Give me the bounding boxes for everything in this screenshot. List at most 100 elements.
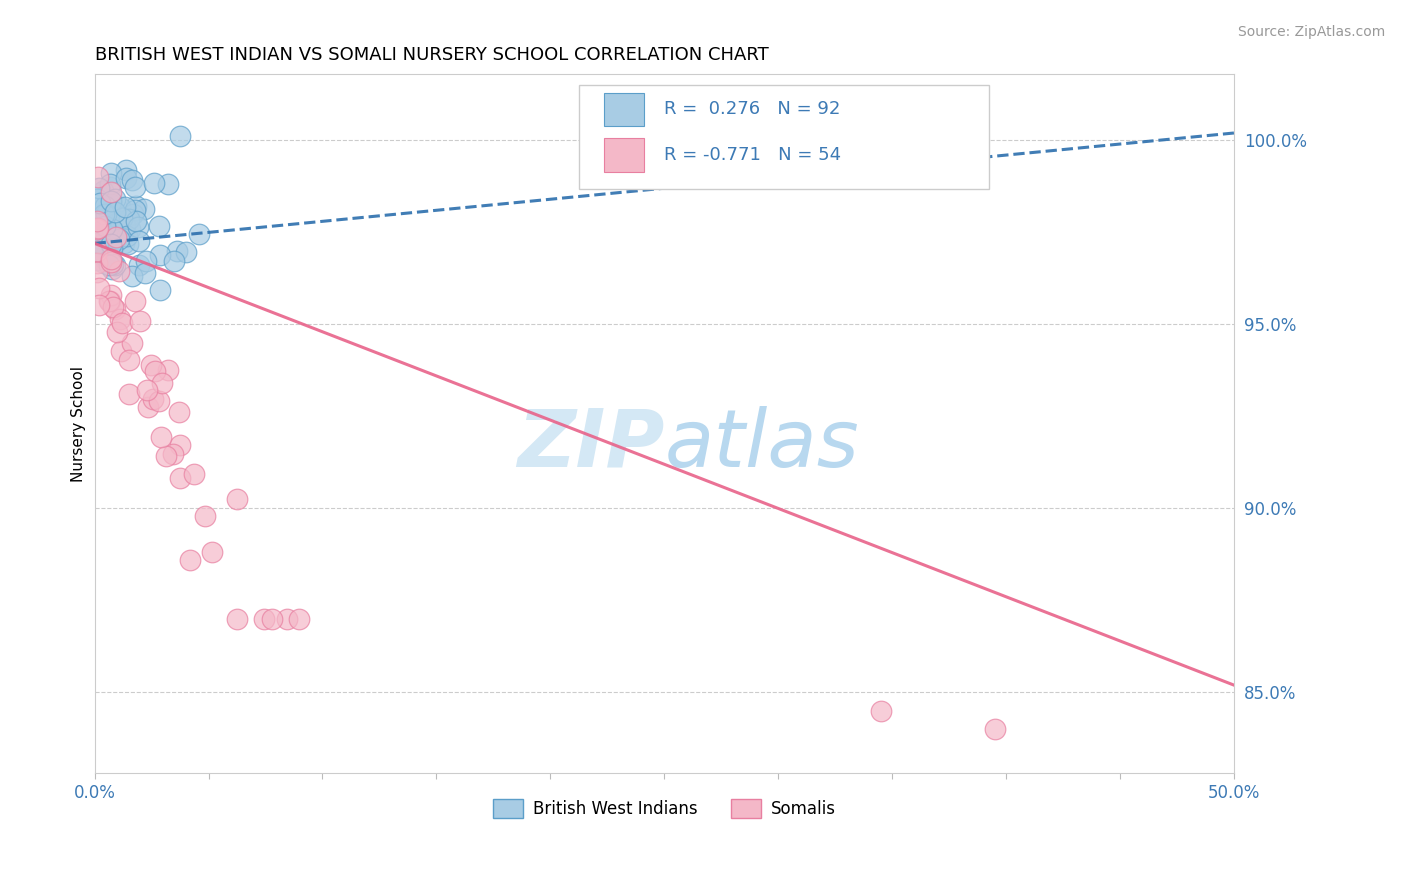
Point: [96, 230, 118, 244]
Point: [105, 235, 128, 249]
Point: [94, 219, 117, 234]
Point: [86, 208, 108, 222]
Point: [100, 222, 122, 236]
Point: [87, 170, 110, 185]
Point: [100, 166, 122, 180]
Point: [86, 222, 108, 236]
Point: [104, 208, 127, 222]
Point: [87, 235, 110, 250]
Point: [112, 236, 135, 251]
Point: [91, 191, 114, 205]
Point: [98, 250, 121, 264]
Point: [124, 293, 146, 308]
Point: [121, 269, 143, 284]
Point: [136, 400, 159, 414]
Point: [98, 180, 121, 194]
Point: [194, 508, 217, 523]
Point: [169, 128, 191, 143]
Point: [125, 199, 148, 213]
Point: [93, 184, 115, 198]
Point: [104, 192, 127, 206]
Point: [100, 254, 122, 268]
Point: [121, 172, 143, 186]
Point: [260, 612, 283, 626]
Point: [98, 253, 121, 268]
Point: [187, 227, 209, 241]
Point: [101, 301, 124, 315]
Point: [253, 612, 276, 626]
Text: ZIP: ZIP: [517, 406, 664, 483]
FancyBboxPatch shape: [603, 138, 644, 171]
Point: [90, 222, 112, 236]
Point: [134, 202, 156, 216]
Point: [93, 199, 115, 213]
Point: [149, 283, 172, 297]
Point: [86, 192, 108, 206]
Point: [94, 207, 117, 221]
Point: [869, 704, 891, 718]
Point: [118, 386, 141, 401]
Point: [167, 405, 190, 419]
Point: [89, 195, 111, 210]
Point: [201, 545, 224, 559]
FancyBboxPatch shape: [579, 85, 988, 189]
Point: [156, 363, 179, 377]
Point: [101, 237, 124, 252]
Point: [89, 197, 111, 211]
Point: [100, 194, 122, 209]
Point: [121, 335, 143, 350]
Text: atlas: atlas: [664, 406, 859, 483]
Point: [96, 241, 118, 255]
Point: [108, 200, 131, 214]
Point: [117, 236, 139, 251]
Point: [101, 241, 124, 255]
Point: [110, 344, 132, 359]
Point: [226, 612, 249, 626]
Point: [648, 136, 671, 151]
Point: [127, 219, 149, 234]
Point: [145, 364, 167, 378]
Point: [104, 258, 127, 272]
Point: [162, 447, 184, 461]
Point: [100, 236, 122, 251]
Point: [103, 236, 125, 251]
Point: [101, 262, 124, 277]
Point: [97, 199, 120, 213]
Point: [114, 200, 136, 214]
Point: [86, 253, 108, 268]
Point: [288, 612, 311, 626]
Point: [155, 450, 177, 464]
Point: [86, 235, 108, 250]
FancyBboxPatch shape: [603, 93, 644, 126]
Legend: British West Indians, Somalis: British West Indians, Somalis: [486, 792, 842, 824]
Y-axis label: Nursery School: Nursery School: [72, 366, 86, 482]
Point: [150, 376, 173, 391]
Point: [101, 258, 124, 272]
Point: [86, 231, 108, 245]
Point: [128, 314, 150, 328]
Point: [136, 384, 159, 398]
Point: [100, 196, 122, 211]
Point: [114, 162, 136, 177]
Point: [96, 201, 118, 215]
Point: [87, 217, 110, 231]
Point: [125, 214, 148, 228]
Point: [183, 467, 205, 481]
Point: [115, 228, 138, 243]
Text: BRITISH WEST INDIAN VS SOMALI NURSERY SCHOOL CORRELATION CHART: BRITISH WEST INDIAN VS SOMALI NURSERY SC…: [94, 46, 768, 64]
Point: [86, 256, 108, 270]
Point: [98, 258, 121, 272]
Point: [87, 181, 110, 195]
Point: [97, 293, 120, 308]
Point: [169, 438, 191, 452]
Text: Source: ZipAtlas.com: Source: ZipAtlas.com: [1237, 25, 1385, 39]
Point: [225, 492, 247, 507]
Point: [142, 392, 165, 406]
Point: [86, 219, 108, 233]
Point: [100, 252, 122, 266]
Point: [128, 234, 150, 248]
Point: [163, 254, 186, 268]
Point: [118, 222, 141, 236]
Point: [94, 252, 117, 267]
Point: [124, 203, 146, 218]
